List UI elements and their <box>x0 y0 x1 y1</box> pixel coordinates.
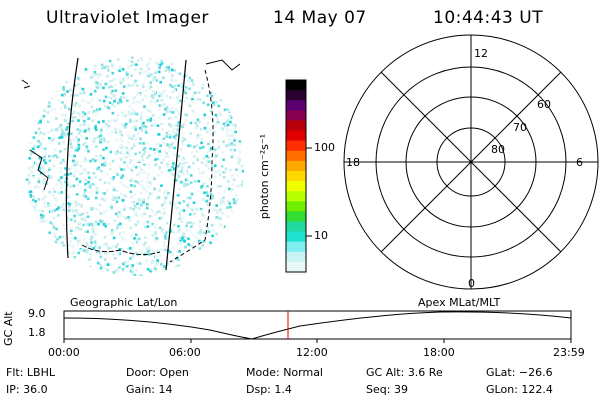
mlat-label-70: 70 <box>513 121 527 134</box>
mlt-label-18: 18 <box>346 156 360 169</box>
auroral-image <box>21 56 244 276</box>
info-dsp: Dsp: 1.4 <box>246 383 292 396</box>
x-tick-0600: 06:00 <box>169 346 201 359</box>
mlat-label-80: 80 <box>491 143 505 156</box>
mlt-label-12: 12 <box>474 47 488 60</box>
x-tick-1800: 18:00 <box>423 346 455 359</box>
colorbar-tick-100: 100 <box>314 141 335 154</box>
info-seq: Seq: 39 <box>366 383 408 396</box>
colorbar-unit-label: photon cm⁻²s⁻¹ <box>258 133 272 220</box>
altitude-curve <box>63 311 572 340</box>
mlt-label-6: 6 <box>576 156 583 169</box>
info-glat: GLat: −26.6 <box>486 366 553 379</box>
coastline-left <box>29 149 49 191</box>
coastline-tick <box>21 79 31 89</box>
x-tick-0000: 00:00 <box>48 346 80 359</box>
y-tick-9: 9.0 <box>28 307 46 320</box>
info-gc-alt: GC Alt: 3.6 Re <box>366 366 443 379</box>
geo-latlon-title: Geographic Lat/Lon <box>70 296 178 309</box>
color-bar <box>285 79 312 273</box>
latitude-line-right <box>165 59 187 271</box>
info-gain: Gain: 14 <box>126 383 173 396</box>
coastline-bottom <box>81 244 161 256</box>
mlt-label-0: 0 <box>468 277 475 290</box>
gc-alt-axis-label: GC Alt <box>2 311 15 346</box>
image-date: 14 May 07 <box>273 8 367 28</box>
image-time: 10:44:43 UT <box>433 8 544 28</box>
polar-grid <box>343 34 599 290</box>
mlat-label-60: 60 <box>537 98 551 111</box>
latitude-line-left <box>65 57 79 259</box>
app-title: Ultraviolet Imager <box>46 8 209 28</box>
apex-mlat-mlt-title: Apex MLat/MLT <box>418 296 501 309</box>
info-glon: GLon: 122.4 <box>486 383 553 396</box>
x-tick-2359: 23:59 <box>553 346 585 359</box>
info-ip: IP: 36.0 <box>6 383 48 396</box>
x-tick-1200: 12:00 <box>296 346 328 359</box>
info-mode: Mode: Normal <box>246 366 323 379</box>
colorbar-tick-10: 10 <box>314 229 328 242</box>
info-flt: Flt: LBHL <box>6 366 55 379</box>
altitude-plot <box>63 310 572 343</box>
terminator-dashed <box>169 69 214 263</box>
y-tick-1.8: 1.8 <box>28 326 46 339</box>
coastline-topright <box>205 59 241 71</box>
info-door: Door: Open <box>126 366 189 379</box>
